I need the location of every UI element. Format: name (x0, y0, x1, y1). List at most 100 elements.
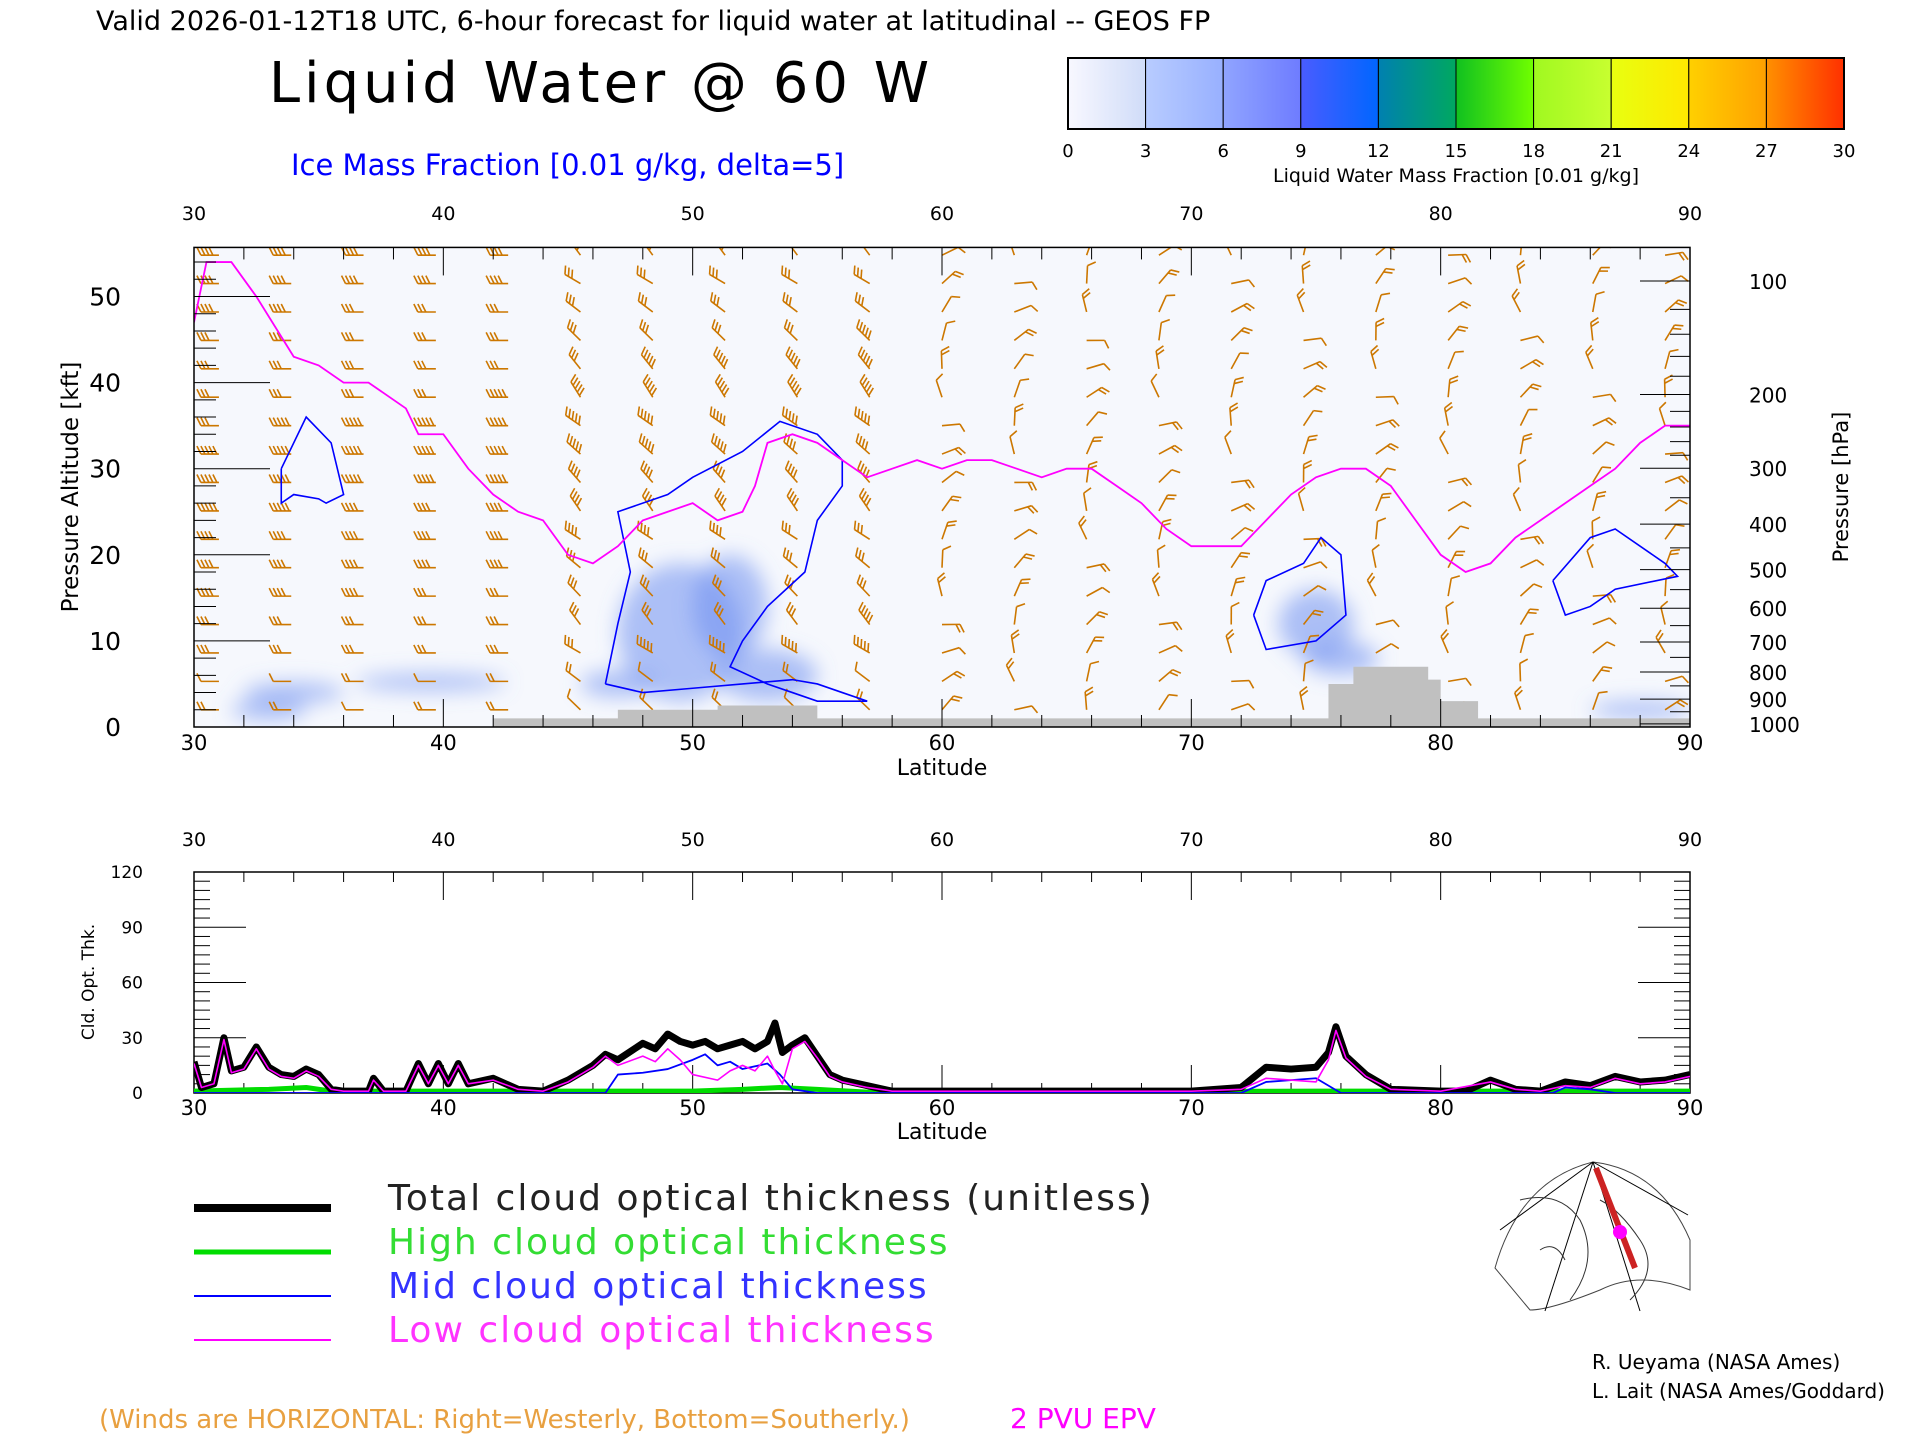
barb-feather (1307, 438, 1317, 442)
ice-shading-blob (243, 682, 344, 703)
barb-feather (1169, 671, 1179, 677)
wind-barb (485, 417, 509, 427)
wind-barb (1591, 490, 1607, 512)
wind-barb (1224, 430, 1232, 455)
barb-staff (1085, 437, 1095, 455)
barb-feather (485, 417, 491, 427)
barb-feather (578, 443, 583, 453)
barb-feather (867, 387, 874, 396)
barb-feather (568, 601, 575, 611)
barb-staff (1375, 419, 1394, 427)
barb-feather (276, 644, 282, 654)
barb-feather (861, 491, 867, 500)
barb-feather (417, 417, 423, 427)
barb-feather (413, 248, 419, 256)
barb-feather (421, 474, 427, 483)
barb-feather (1585, 344, 1593, 353)
barb-staff (1303, 360, 1321, 370)
barb-feather (493, 303, 499, 313)
barb-feather (348, 303, 355, 313)
barb-feather (280, 248, 286, 256)
barb-feather (1664, 378, 1673, 384)
wind-barb (1014, 304, 1039, 313)
wind-barb (1151, 572, 1161, 597)
barb-feather (352, 502, 359, 512)
optical-thickness-plot: 3030404050506060707080809090Latitude0306… (79, 829, 1703, 1145)
barb-staff (856, 582, 871, 597)
barb-feather (639, 636, 643, 646)
wind-barb (636, 265, 654, 285)
barb-feather (1465, 254, 1472, 263)
barb-feather (719, 441, 724, 451)
x-tick-label-top: 60 (930, 829, 954, 851)
y-tick-label: 40 (89, 369, 121, 398)
barb-feather (1248, 479, 1255, 489)
barb-staff (857, 354, 871, 370)
barb-staff (783, 327, 798, 341)
barb-feather (352, 530, 359, 540)
barb-feather (787, 463, 793, 473)
wind-barb (268, 303, 292, 313)
barb-feather (417, 303, 423, 313)
barb-feather (785, 601, 792, 611)
barb-feather (786, 487, 793, 497)
barb-feather (865, 611, 871, 621)
barb-feather (1610, 594, 1617, 603)
wind-barb (413, 303, 436, 313)
barb-feather (485, 616, 491, 625)
barb-feather (782, 547, 787, 557)
barb-feather (348, 360, 355, 370)
barb-feather (568, 549, 573, 559)
barb-staff (853, 643, 871, 654)
barb-staff (565, 300, 581, 313)
wind-barb (340, 417, 364, 427)
wind-barb (1156, 544, 1166, 568)
barb-feather (413, 559, 419, 569)
barb-feather (493, 360, 499, 370)
wind-barb (566, 433, 583, 455)
barb-feather (1682, 251, 1689, 261)
barb-feather (566, 319, 572, 329)
barb-feather (710, 547, 714, 557)
barb-feather (1678, 499, 1688, 505)
barb-feather (784, 522, 788, 532)
barb-feather (1314, 609, 1324, 613)
barb-feather (640, 294, 645, 304)
barb-feather (1157, 544, 1166, 551)
wind-barb (941, 248, 966, 256)
barb-feather (783, 433, 788, 443)
barb-feather (789, 377, 796, 386)
barb-feather (1224, 235, 1233, 242)
wind-barb (1231, 679, 1255, 689)
barb-feather (268, 417, 274, 427)
y-tick-label: 120 (111, 863, 143, 883)
barb-feather (1082, 292, 1091, 300)
barb-staff (941, 470, 957, 484)
ice-shading-blob (717, 649, 818, 702)
barb-staff (941, 248, 959, 256)
barb-feather (1675, 301, 1685, 307)
barb-feather (1103, 340, 1110, 349)
barb-feather (788, 410, 792, 421)
barb-feather (212, 474, 218, 483)
barb-feather (276, 587, 282, 597)
colorbar-segment (1145, 57, 1224, 130)
barb-feather (784, 233, 793, 241)
barb-feather (1296, 288, 1304, 296)
wind-barb (565, 292, 581, 313)
barb-feather (784, 636, 787, 646)
barb-feather (716, 410, 719, 421)
wind-barb (340, 701, 364, 711)
barb-feather (352, 275, 359, 284)
barb-feather (791, 640, 794, 650)
barb-feather (485, 587, 491, 597)
barb-feather (637, 661, 641, 671)
barb-feather (1085, 690, 1094, 697)
wind-barb (1013, 553, 1035, 569)
barb-feather (717, 239, 726, 247)
wind-barb (784, 233, 799, 256)
wind-barb (710, 547, 726, 569)
x-tick-label: 30 (181, 731, 208, 755)
wind-barb (1013, 528, 1038, 540)
